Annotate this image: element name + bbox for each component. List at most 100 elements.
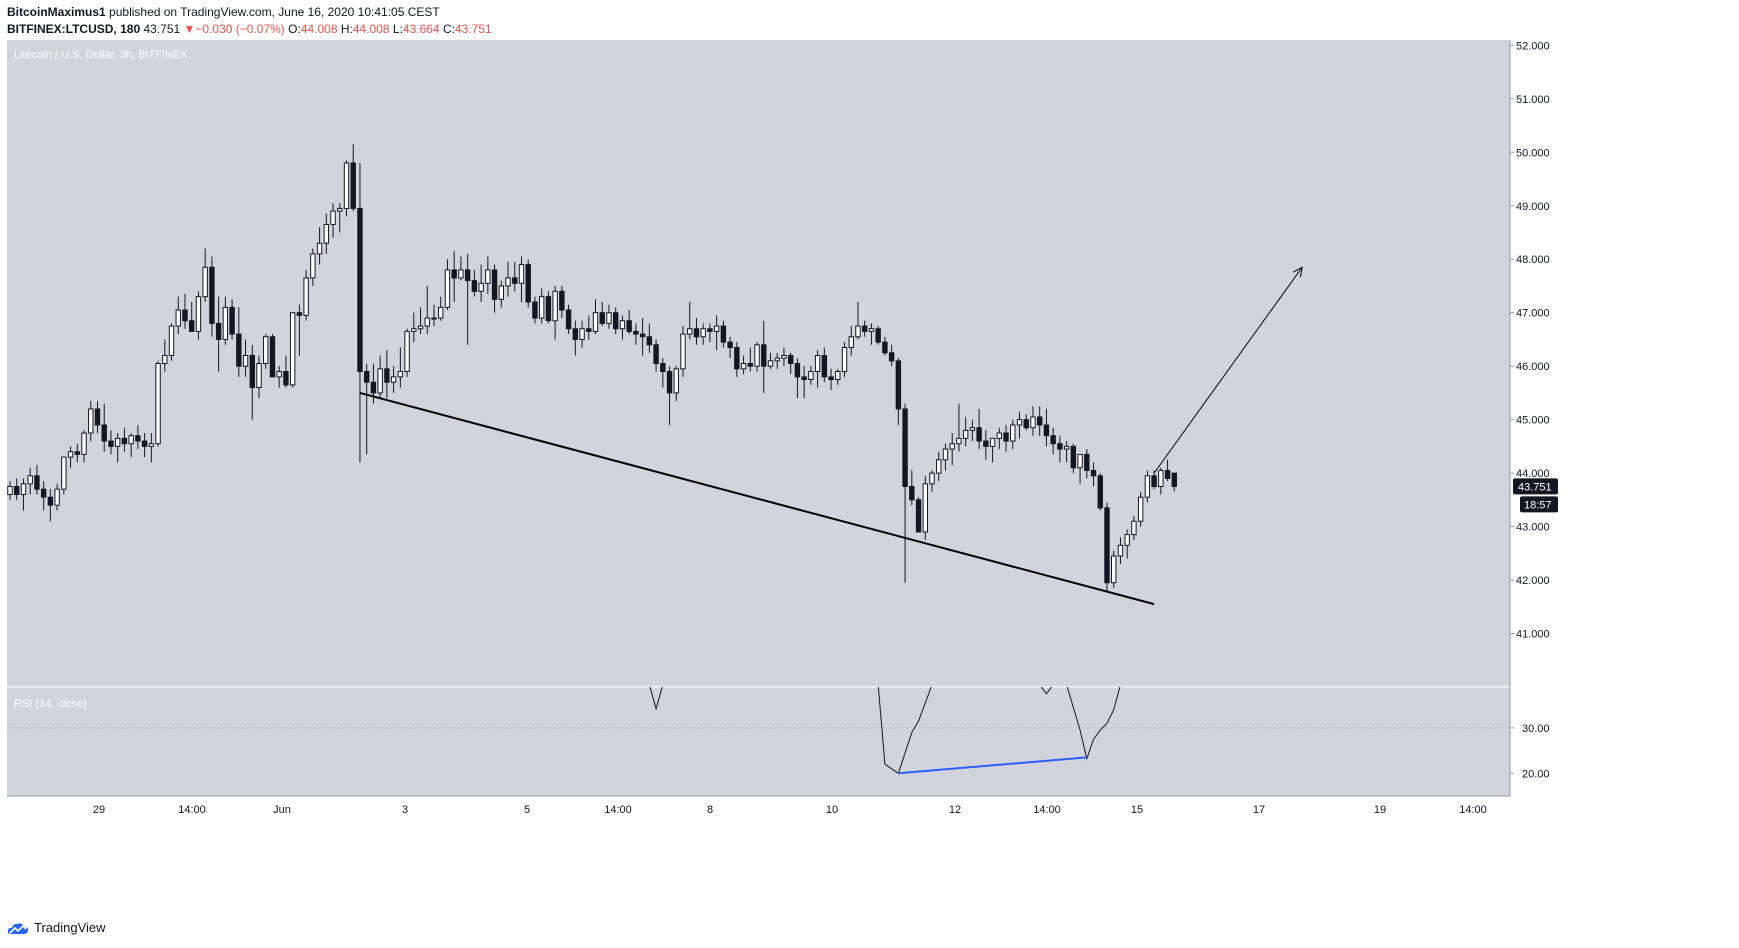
candle-body xyxy=(619,320,626,330)
candle-body xyxy=(343,162,350,209)
last-price-badge xyxy=(1513,478,1558,495)
candle-body xyxy=(40,488,47,498)
time-axis-label: 14:00 xyxy=(1033,804,1061,816)
rsi-line xyxy=(649,687,663,711)
candle-body xyxy=(1111,555,1117,584)
candle-body xyxy=(767,360,774,367)
candle-body xyxy=(518,264,525,284)
close-value: 43.751 xyxy=(454,22,492,36)
price-axis-label: 41.000 xyxy=(1516,629,1550,641)
candle-body xyxy=(794,363,801,378)
candle-body xyxy=(81,432,87,455)
candle-body xyxy=(289,312,296,386)
candle-body xyxy=(47,496,54,506)
rsi-divergence-line xyxy=(898,756,1087,775)
candle-body xyxy=(613,312,619,330)
candle-body xyxy=(639,333,646,338)
candle-body xyxy=(781,354,787,359)
candle-body xyxy=(875,328,881,343)
candle-body xyxy=(141,440,148,447)
candle-body xyxy=(801,376,807,381)
candle-body xyxy=(848,336,854,348)
candle-body xyxy=(74,451,80,455)
price-axis-label: 43.000 xyxy=(1516,522,1550,534)
candle-body xyxy=(451,269,457,279)
rsi-axis-label: 30.00 xyxy=(1522,723,1550,735)
candle-body xyxy=(249,354,255,389)
candle-body xyxy=(363,371,370,383)
time-axis-label: 8 xyxy=(707,804,713,816)
candle-body xyxy=(1023,419,1029,429)
rsi-line xyxy=(1066,687,1121,761)
candle-body xyxy=(1057,443,1063,450)
candle-body xyxy=(1124,534,1130,546)
price-axis-label: 52.000 xyxy=(1516,40,1550,52)
candle-body xyxy=(377,368,383,394)
candle-body xyxy=(572,328,579,340)
candle-body xyxy=(592,312,599,332)
candle-body xyxy=(168,325,175,356)
candle-body xyxy=(606,312,612,324)
candle-body xyxy=(1030,416,1036,429)
candle-body xyxy=(269,336,276,378)
candle-body xyxy=(34,475,40,490)
candle-body xyxy=(242,354,249,367)
price-axis-label: 46.000 xyxy=(1516,361,1550,373)
candle-body xyxy=(215,322,222,340)
candle-body xyxy=(552,290,558,322)
candle-body xyxy=(229,306,235,335)
candle-body xyxy=(1090,469,1097,477)
candle-body xyxy=(538,296,545,319)
price-axis-label: 48.000 xyxy=(1516,254,1550,266)
candle-body xyxy=(579,328,585,340)
candle-body xyxy=(996,432,1003,439)
candle-body xyxy=(942,448,949,461)
candle-body xyxy=(909,485,915,501)
candle-body xyxy=(222,306,229,340)
candle-body xyxy=(491,269,498,300)
candle-body xyxy=(1077,453,1083,469)
candle-body xyxy=(734,346,740,370)
candle-body xyxy=(740,363,747,370)
candle-body xyxy=(162,354,168,365)
time-axis-label: 5 xyxy=(524,804,530,816)
candle-body xyxy=(525,264,531,303)
author-name: BitcoinMaximus1 xyxy=(7,5,106,19)
candle-body xyxy=(256,363,262,389)
candle-body xyxy=(337,207,343,212)
candle-body xyxy=(148,443,155,447)
candle-body xyxy=(808,371,814,381)
candle-body xyxy=(895,360,902,410)
candle-body xyxy=(633,330,639,335)
time-axis-label: 3 xyxy=(402,804,408,816)
rsi-line xyxy=(1040,687,1053,695)
candle-body xyxy=(962,429,969,439)
tradingview-logo[interactable]: TradingView xyxy=(7,920,106,935)
candle-body xyxy=(505,277,511,287)
candle-body xyxy=(1144,475,1151,498)
projection-arrow-head xyxy=(1293,266,1303,278)
candle-body xyxy=(464,269,471,282)
candle-body xyxy=(189,320,195,332)
candle-body xyxy=(498,285,504,300)
candle-body xyxy=(1063,445,1070,450)
time-axis-label: 14:00 xyxy=(178,804,206,816)
candle-body xyxy=(397,371,404,378)
rsi-pane-background xyxy=(7,687,1510,796)
candle-body xyxy=(1164,469,1171,479)
brand-label: TradingView xyxy=(34,920,106,935)
candle-body xyxy=(700,328,706,338)
price-axis-label: 49.000 xyxy=(1516,201,1550,213)
candle-body xyxy=(586,328,592,332)
candle-body xyxy=(862,325,868,332)
candle-body xyxy=(471,280,478,292)
candle-body xyxy=(821,354,828,378)
high-value: 44.008 xyxy=(352,22,390,36)
candle-body xyxy=(680,333,686,370)
candle-body xyxy=(949,443,955,450)
rsi-axis-label: 20.00 xyxy=(1522,768,1550,780)
price-axis-label: 50.000 xyxy=(1516,147,1550,159)
publish-info: BitcoinMaximus1 published on TradingView… xyxy=(7,5,440,19)
candle-body xyxy=(1050,435,1056,445)
